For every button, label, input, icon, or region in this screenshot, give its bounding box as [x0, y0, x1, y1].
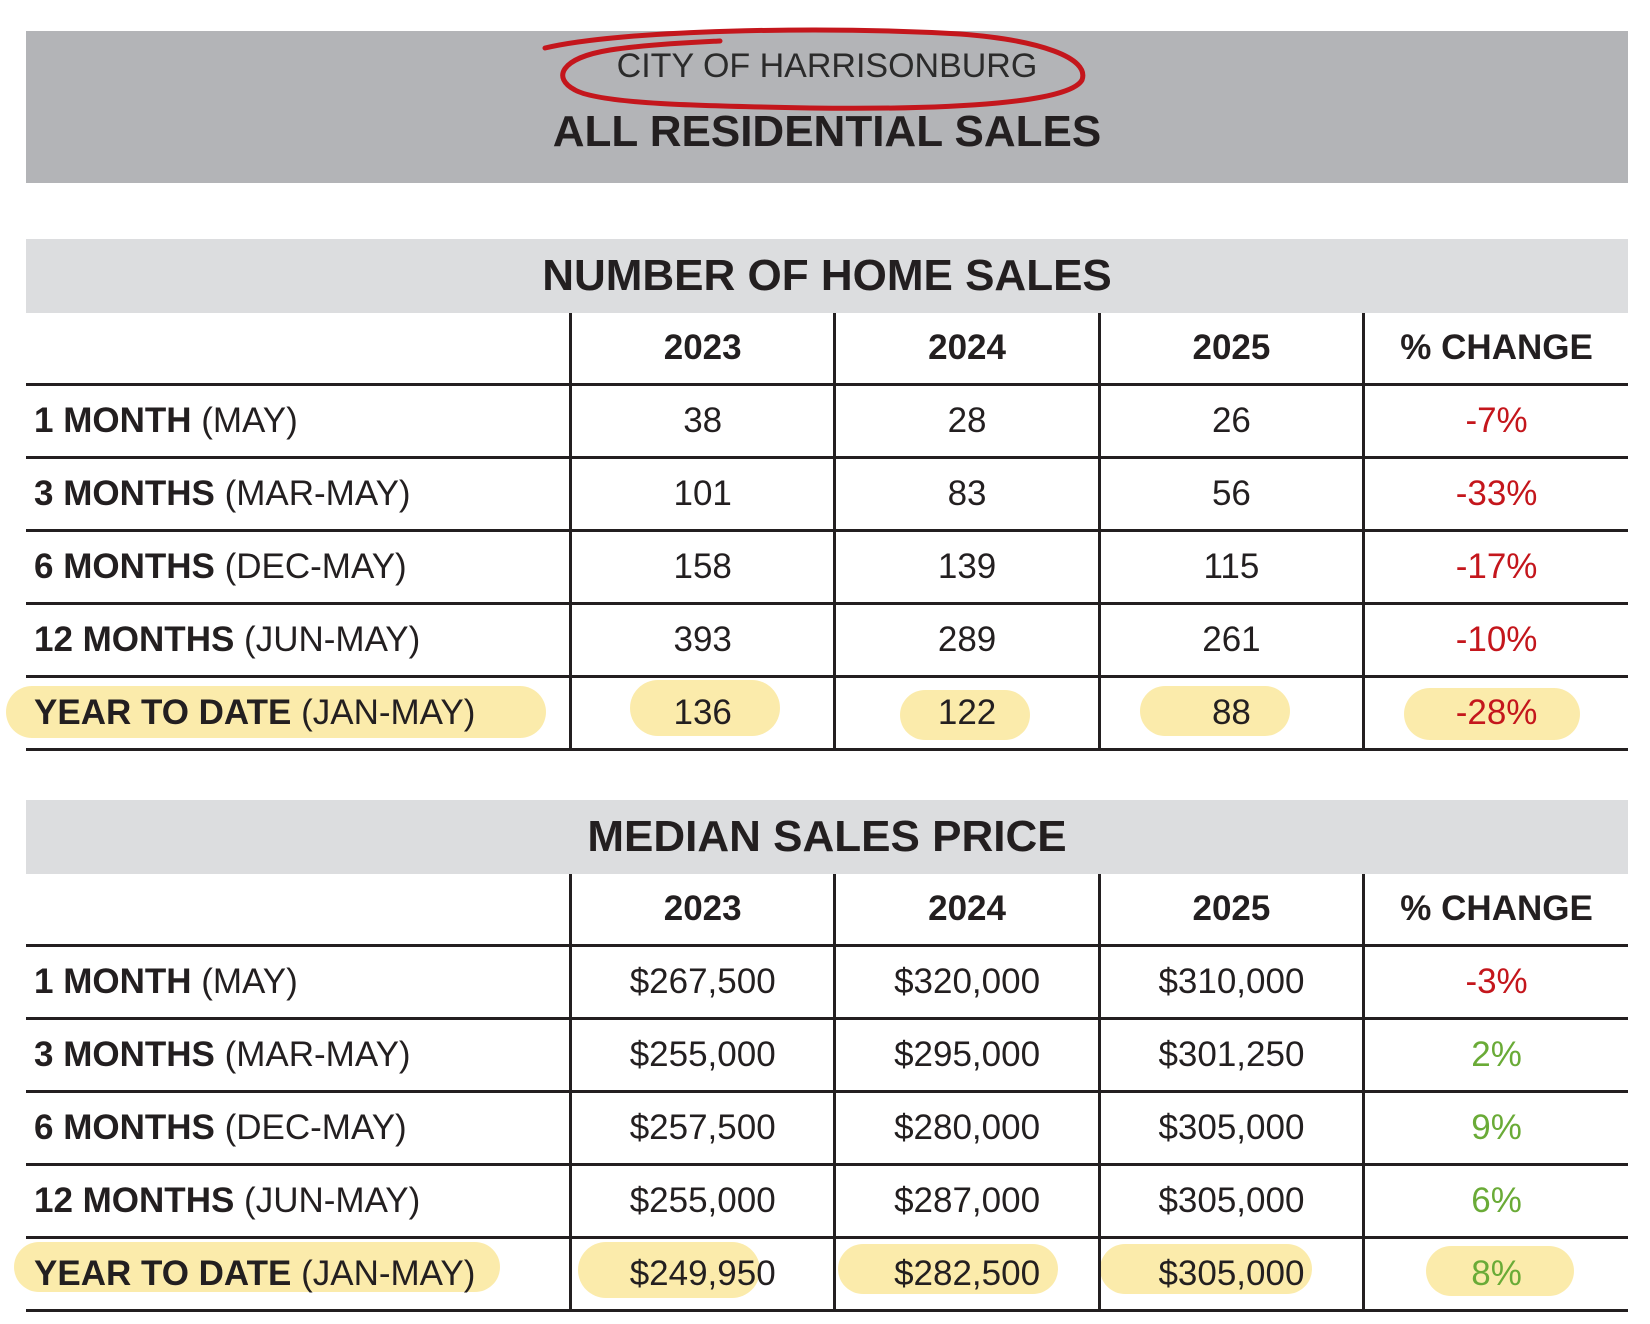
- cell-2024: 289: [833, 603, 1100, 678]
- row-label: 3 MONTHS (MAR-MAY): [26, 1018, 571, 1093]
- cell-change: -7%: [1362, 384, 1628, 459]
- table-row: 1 MONTH (MAY) 38 28 26 -7%: [26, 384, 1628, 459]
- cell-2024: $287,000: [833, 1164, 1100, 1239]
- cell-2024: $320,000: [833, 945, 1100, 1020]
- cell-change: -28%: [1362, 676, 1628, 751]
- cell-change: 8%: [1362, 1237, 1628, 1312]
- cell-2023: $255,000: [568, 1164, 835, 1239]
- table-row-ytd: YEAR TO DATE (JAN-MAY) 136 122 88 -28%: [26, 676, 1628, 751]
- cell-2024: 28: [833, 384, 1100, 459]
- row-label: 3 MONTHS (MAR-MAY): [26, 457, 571, 532]
- home-sales-section: NUMBER OF HOME SALES 2023 2024 2025 % CH…: [26, 239, 1628, 751]
- city-name: CITY OF HARRISONBURG: [616, 47, 1038, 85]
- table-row: 6 MONTHS (DEC-MAY) 158 139 115 -17%: [26, 530, 1628, 605]
- cell-change: 2%: [1362, 1018, 1628, 1093]
- col-header-change: % CHANGE: [1362, 313, 1628, 386]
- cell-2025: $305,000: [1097, 1237, 1364, 1312]
- cell-change: 6%: [1362, 1164, 1628, 1239]
- section-title: NUMBER OF HOME SALES: [26, 239, 1628, 313]
- cell-2025: 261: [1097, 603, 1364, 678]
- row-label: YEAR TO DATE (JAN-MAY): [26, 1237, 571, 1312]
- table-row: 12 MONTHS (JUN-MAY) 393 289 261 -10%: [26, 603, 1628, 678]
- cell-2024: 139: [833, 530, 1100, 605]
- cell-2023: $255,000: [568, 1018, 835, 1093]
- cell-2023: $257,500: [568, 1091, 835, 1166]
- home-sales-table: 2023 2024 2025 % CHANGE 1 MONTH (MAY) 38…: [26, 313, 1628, 751]
- header-banner: CITY OF HARRISONBURG ALL RESIDENTIAL SAL…: [26, 31, 1628, 183]
- table-row: 3 MONTHS (MAR-MAY) $255,000 $295,000 $30…: [26, 1018, 1628, 1093]
- cell-change: -17%: [1362, 530, 1628, 605]
- cell-2023: 38: [568, 384, 835, 459]
- cell-2024: 83: [833, 457, 1100, 532]
- col-header-2025: 2025: [1097, 874, 1364, 947]
- row-label: 12 MONTHS (JUN-MAY): [26, 1164, 571, 1239]
- col-header-2025: 2025: [1097, 313, 1364, 386]
- cell-2024: $282,500: [833, 1237, 1100, 1312]
- cell-2024: $280,000: [833, 1091, 1100, 1166]
- cell-change: 9%: [1362, 1091, 1628, 1166]
- cell-2025: 88: [1097, 676, 1364, 751]
- cell-2023: 158: [568, 530, 835, 605]
- table-row: 1 MONTH (MAY) $267,500 $320,000 $310,000…: [26, 945, 1628, 1020]
- cell-2023: 136: [568, 676, 835, 751]
- row-label: 12 MONTHS (JUN-MAY): [26, 603, 571, 678]
- table-header-row: 2023 2024 2025 % CHANGE: [26, 313, 1628, 386]
- cell-2024: 122: [833, 676, 1100, 751]
- cell-2025: $305,000: [1097, 1091, 1364, 1166]
- table-header-row: 2023 2024 2025 % CHANGE: [26, 874, 1628, 947]
- table-row: 12 MONTHS (JUN-MAY) $255,000 $287,000 $3…: [26, 1164, 1628, 1239]
- table-row: 6 MONTHS (DEC-MAY) $257,500 $280,000 $30…: [26, 1091, 1628, 1166]
- cell-change: -33%: [1362, 457, 1628, 532]
- cell-2025: $301,250: [1097, 1018, 1364, 1093]
- col-header-change: % CHANGE: [1362, 874, 1628, 947]
- cell-2023: $249,950: [568, 1237, 835, 1312]
- row-label: 1 MONTH (MAY): [26, 945, 571, 1020]
- col-header-2024: 2024: [833, 874, 1100, 947]
- row-label: 6 MONTHS (DEC-MAY): [26, 530, 571, 605]
- col-header-2024: 2024: [833, 313, 1100, 386]
- cell-change: -3%: [1362, 945, 1628, 1020]
- cell-2023: $267,500: [568, 945, 835, 1020]
- cell-2023: 101: [568, 457, 835, 532]
- row-label: YEAR TO DATE (JAN-MAY): [26, 676, 571, 751]
- col-header-2023: 2023: [568, 874, 835, 947]
- cell-2025: 115: [1097, 530, 1364, 605]
- cell-2025: 26: [1097, 384, 1364, 459]
- row-label: 6 MONTHS (DEC-MAY): [26, 1091, 571, 1166]
- table-row-ytd: YEAR TO DATE (JAN-MAY) $249,950 $282,500…: [26, 1237, 1628, 1312]
- median-price-table: 2023 2024 2025 % CHANGE 1 MONTH (MAY) $2…: [26, 874, 1628, 1312]
- header-empty-cell: [26, 874, 571, 947]
- col-header-2023: 2023: [568, 313, 835, 386]
- header-empty-cell: [26, 313, 571, 386]
- cell-2025: $310,000: [1097, 945, 1364, 1020]
- table-row: 3 MONTHS (MAR-MAY) 101 83 56 -33%: [26, 457, 1628, 532]
- cell-change: -10%: [1362, 603, 1628, 678]
- cell-2025: 56: [1097, 457, 1364, 532]
- row-label: 1 MONTH (MAY): [26, 384, 571, 459]
- report-title: ALL RESIDENTIAL SALES: [552, 107, 1102, 156]
- cell-2025: $305,000: [1097, 1164, 1364, 1239]
- cell-2024: $295,000: [833, 1018, 1100, 1093]
- median-price-section: MEDIAN SALES PRICE 2023 2024 2025 % CHAN…: [26, 800, 1628, 1312]
- cell-2023: 393: [568, 603, 835, 678]
- section-title: MEDIAN SALES PRICE: [26, 800, 1628, 874]
